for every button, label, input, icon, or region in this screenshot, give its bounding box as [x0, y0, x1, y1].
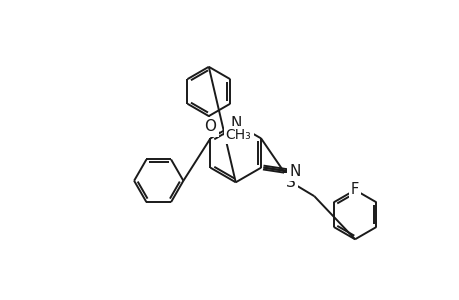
Text: CH₃: CH₃ — [225, 128, 251, 142]
Text: O: O — [204, 119, 216, 134]
Text: N: N — [230, 116, 241, 131]
Text: N: N — [289, 164, 300, 179]
Text: S: S — [285, 175, 296, 190]
Text: F: F — [350, 182, 358, 197]
